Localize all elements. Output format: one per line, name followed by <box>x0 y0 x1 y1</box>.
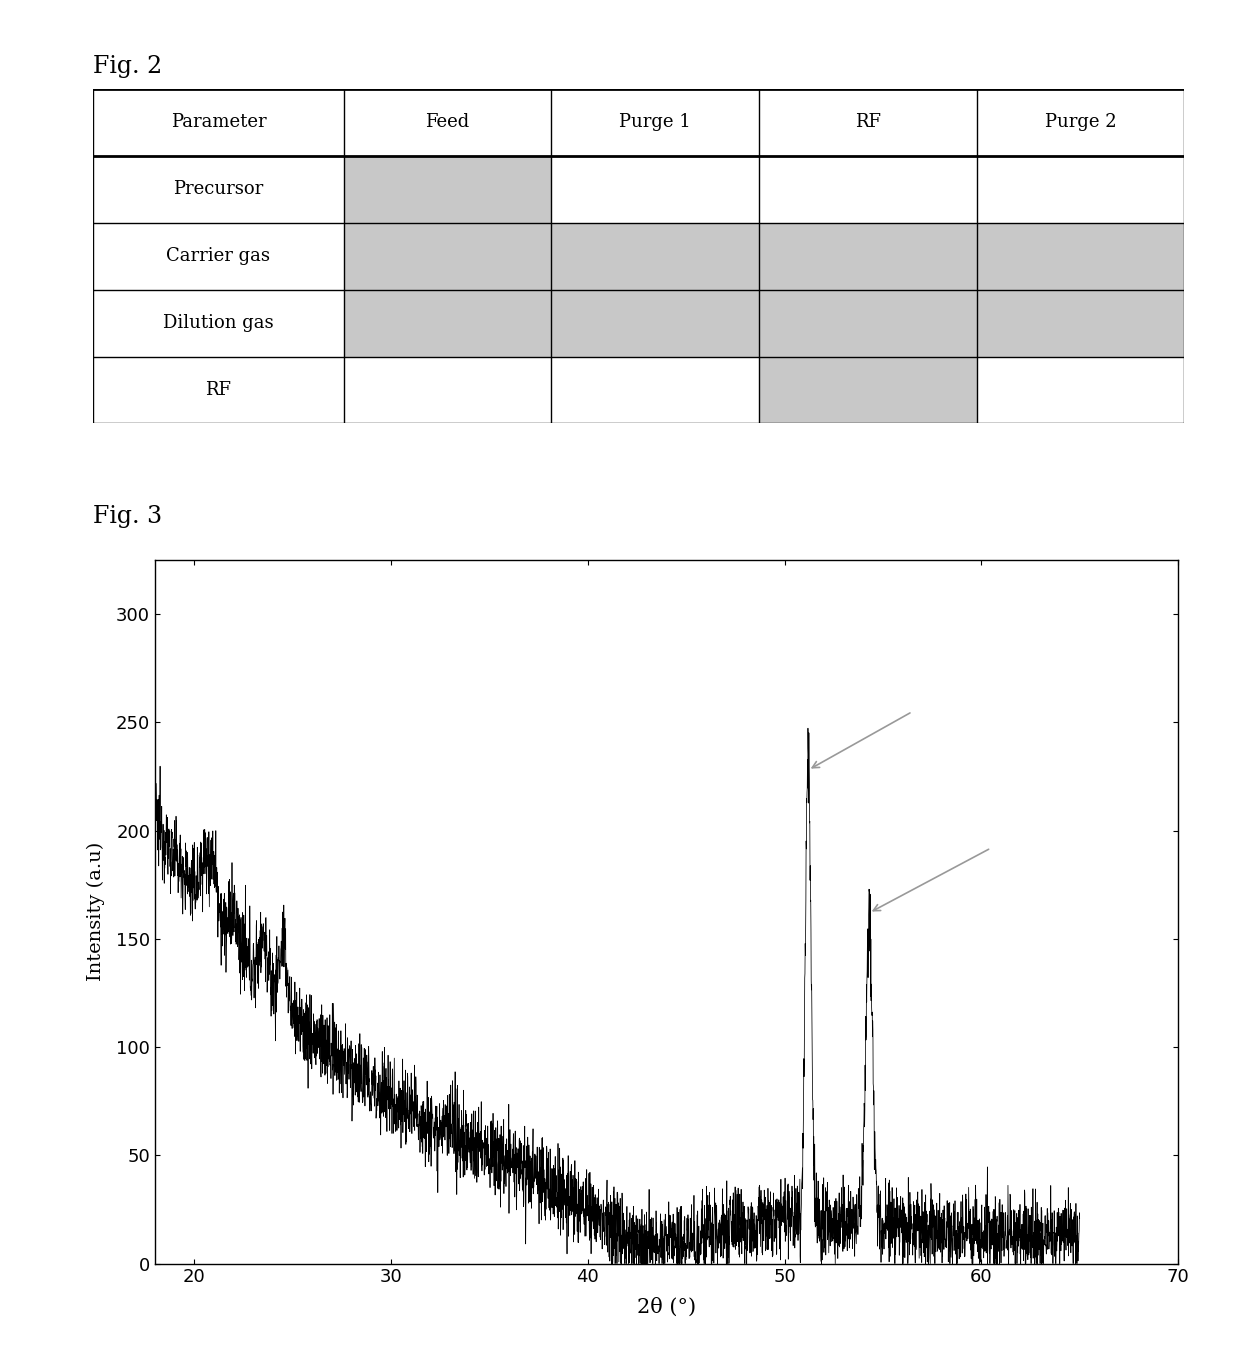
Bar <box>552 290 759 357</box>
X-axis label: 2θ (°): 2θ (°) <box>637 1298 696 1317</box>
Bar <box>759 357 977 423</box>
Text: RF: RF <box>206 381 232 399</box>
Text: Parameter: Parameter <box>171 113 267 131</box>
Text: Fig. 2: Fig. 2 <box>93 55 162 78</box>
Text: Purge 2: Purge 2 <box>1045 113 1116 131</box>
Text: Purge 1: Purge 1 <box>619 113 691 131</box>
Text: Precursor: Precursor <box>174 180 264 198</box>
Bar <box>977 223 1184 290</box>
Text: Dilution gas: Dilution gas <box>164 314 274 332</box>
Text: Feed: Feed <box>425 113 470 131</box>
Text: Fig. 3: Fig. 3 <box>93 505 162 529</box>
Bar <box>343 223 552 290</box>
Bar <box>977 290 1184 357</box>
Bar <box>343 290 552 357</box>
Bar <box>759 223 977 290</box>
Text: RF: RF <box>854 113 880 131</box>
Bar <box>343 156 552 223</box>
Y-axis label: Intensity (a.u): Intensity (a.u) <box>87 843 104 981</box>
Text: Carrier gas: Carrier gas <box>166 247 270 265</box>
Bar <box>759 290 977 357</box>
Bar <box>552 223 759 290</box>
